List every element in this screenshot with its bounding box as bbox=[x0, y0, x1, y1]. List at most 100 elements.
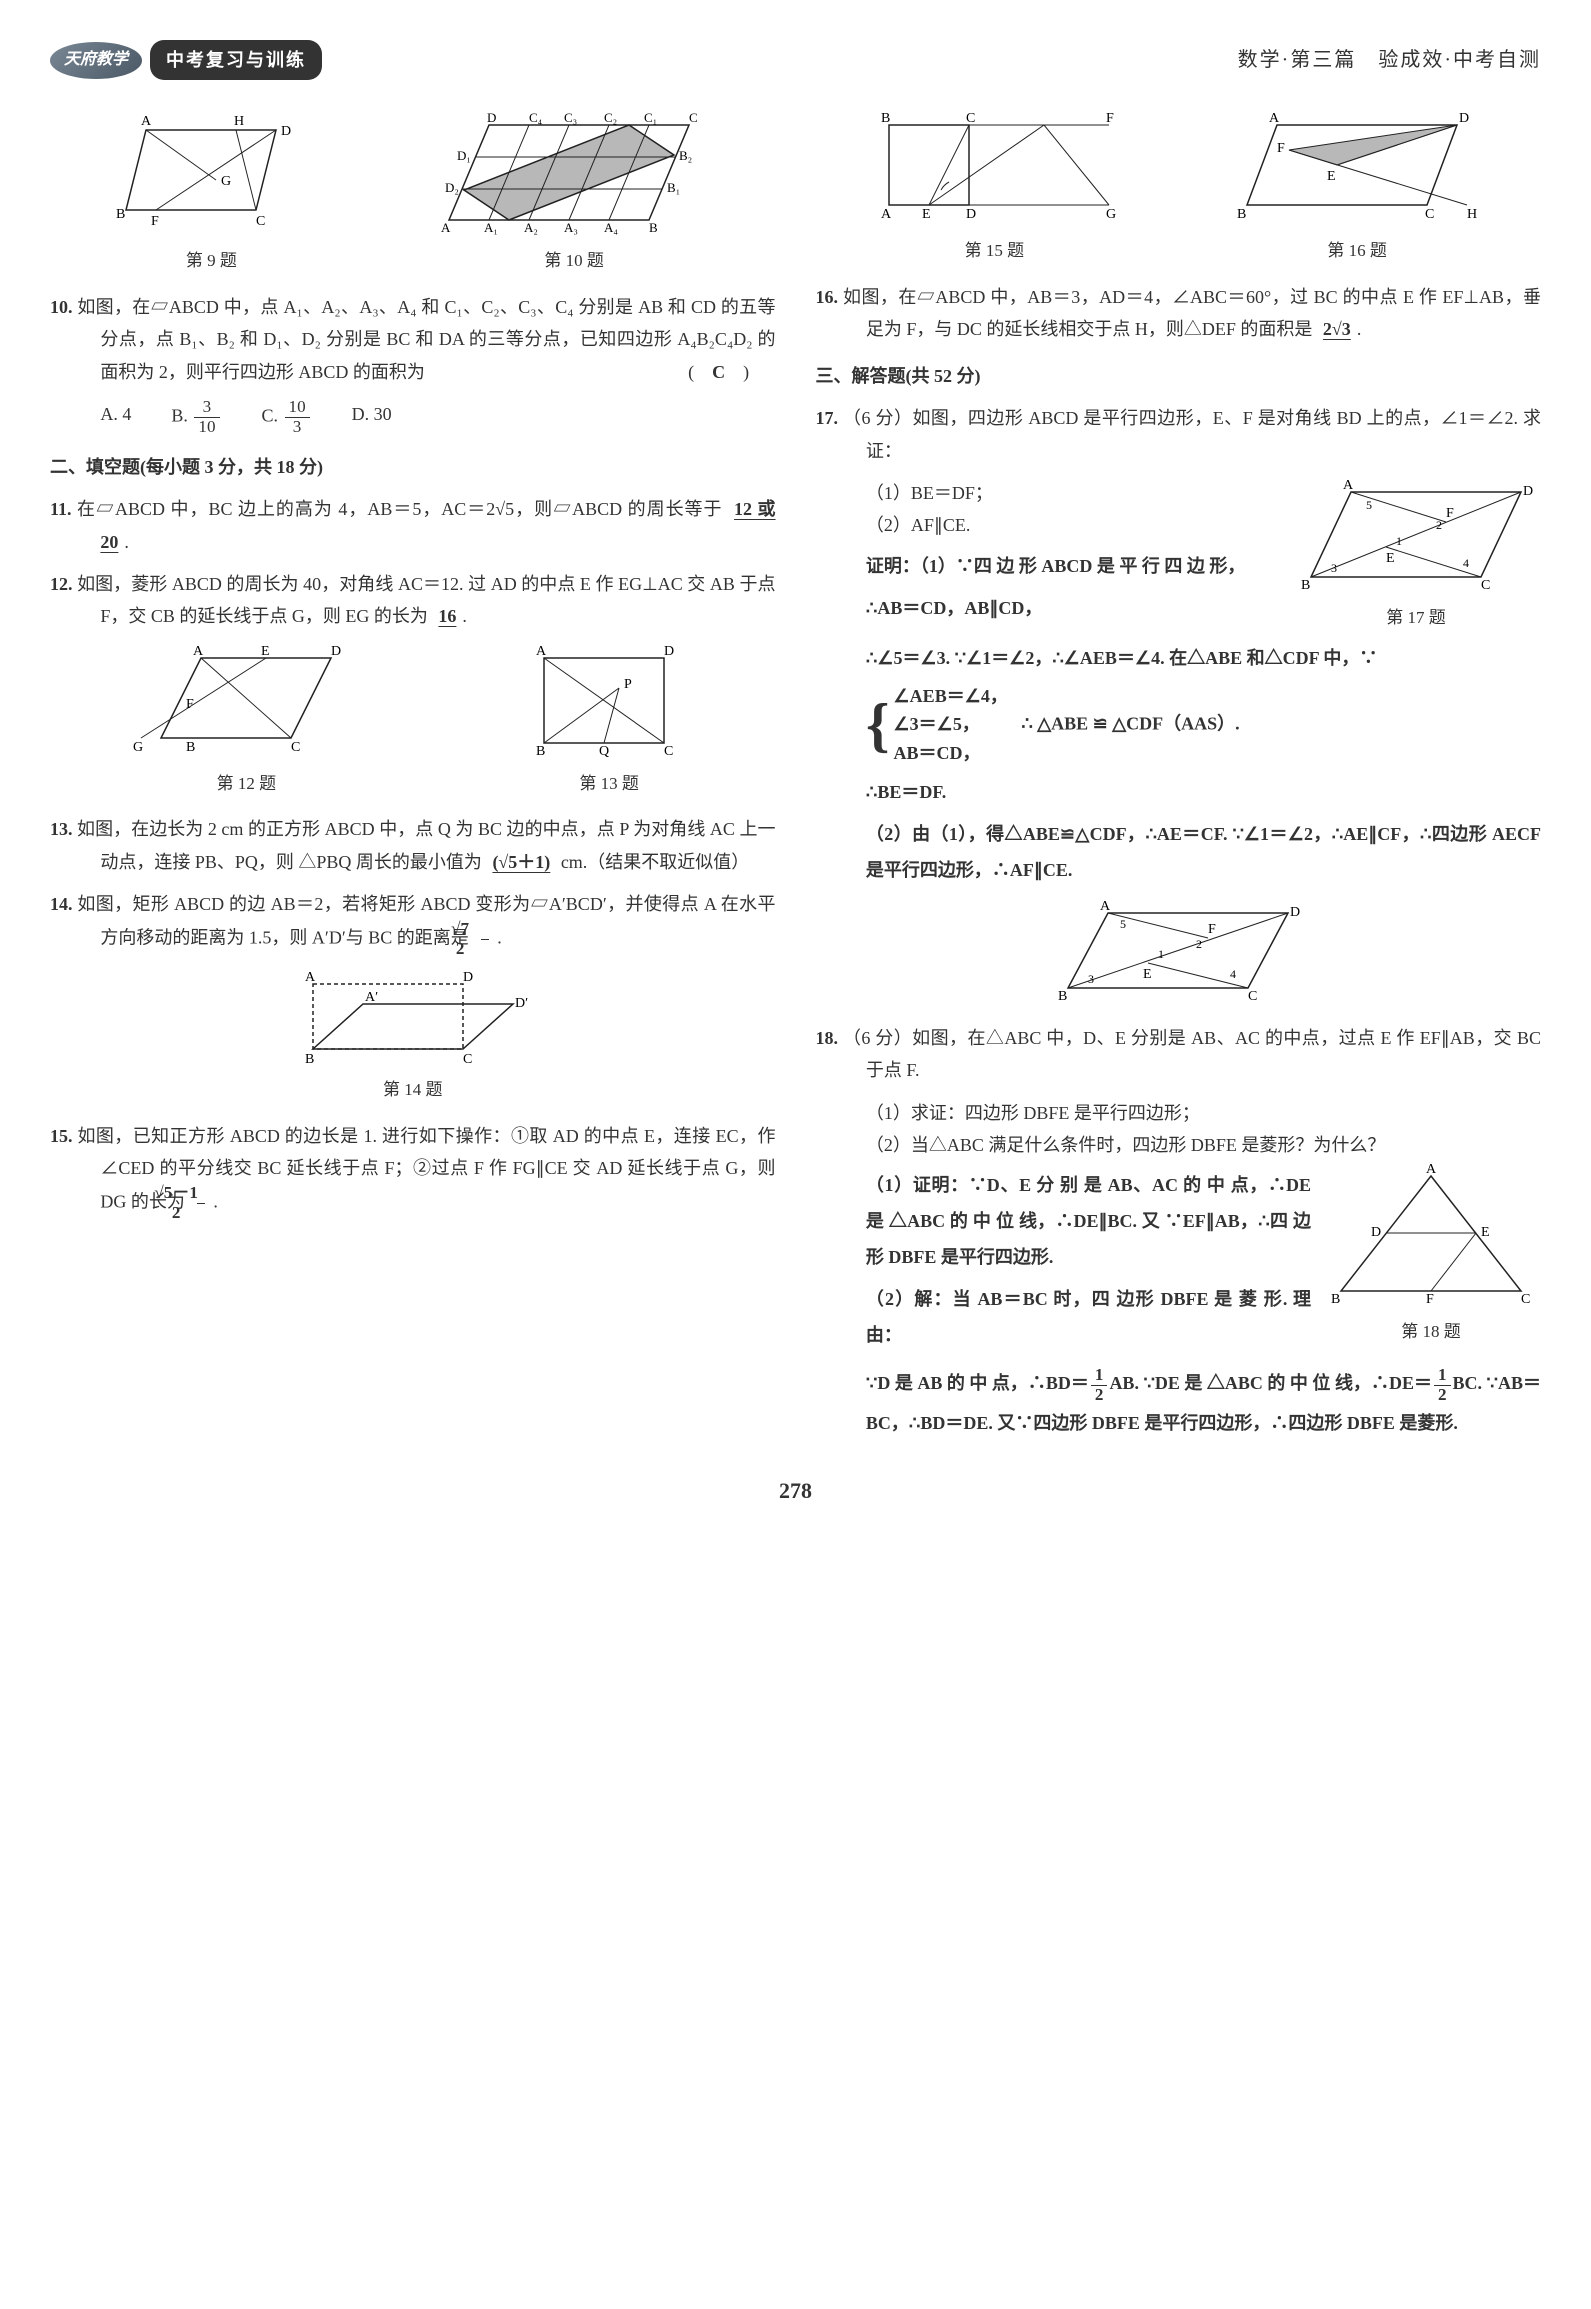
q12-text: 如图，菱形 ABCD 的周长为 40，对角线 AC＝12. 过 AD 的中点 E… bbox=[77, 574, 775, 626]
q14-text: 如图，矩形 ABCD 的边 AB＝2，若将矩形 ABCD 变形为▱A′BCD′，… bbox=[77, 894, 775, 948]
svg-text:A: A bbox=[141, 114, 152, 129]
diagram-12: AED F GBC bbox=[131, 643, 361, 763]
svg-text:E: E bbox=[1481, 1225, 1490, 1240]
q18-proof2: ∵D 是 AB 的 中 点，∴BD＝12AB. ∵DE 是 △ABC 的 中 位… bbox=[866, 1365, 1541, 1440]
svg-text:B₁: B₁ bbox=[667, 180, 680, 195]
figure-13-caption: 第 13 题 bbox=[524, 769, 694, 800]
svg-text:D: D bbox=[1371, 1225, 1381, 1240]
svg-text:A: A bbox=[536, 644, 547, 659]
svg-text:B: B bbox=[881, 111, 890, 126]
svg-text:1: 1 bbox=[1396, 534, 1402, 548]
svg-text:2: 2 bbox=[1196, 937, 1202, 951]
svg-text:C: C bbox=[291, 740, 300, 755]
figure-17b: AD BC EF 53 12 4 bbox=[1038, 898, 1318, 1008]
svg-text:A: A bbox=[1343, 478, 1354, 493]
svg-text:2: 2 bbox=[1436, 518, 1442, 532]
svg-text:D: D bbox=[487, 110, 496, 125]
q10-num: 10. bbox=[50, 297, 73, 317]
svg-text:C: C bbox=[1481, 578, 1490, 593]
q17-brace: { ∠AEB＝∠4， ∠3＝∠5， AB＝CD， ∴ △ABE ≌ △CDF（A… bbox=[866, 682, 1541, 768]
svg-text:B: B bbox=[116, 207, 125, 222]
figure-10: DC₄C₃ C₂C₁C AA₁A₂ A₃A₄B D₁D₂ B₂B₁ 第 10 题 bbox=[429, 110, 719, 277]
q17-proof2: （2）由（1），得△ABE≌△CDF，∴AE＝CF. ∵∠1＝∠2，∴AE∥CF… bbox=[866, 816, 1541, 888]
svg-text:D: D bbox=[331, 644, 341, 659]
svg-text:E: E bbox=[261, 644, 270, 659]
svg-text:E: E bbox=[1143, 967, 1152, 982]
q17-proof1d: ∴BE＝DF. bbox=[866, 774, 1541, 810]
diagram-18: A DE BFC bbox=[1321, 1161, 1541, 1311]
svg-text:1: 1 bbox=[1158, 947, 1164, 961]
svg-text:C₄: C₄ bbox=[529, 110, 543, 125]
svg-text:D: D bbox=[1523, 484, 1533, 499]
figure-13: AD BQC P 第 13 题 bbox=[524, 643, 694, 800]
svg-text:G: G bbox=[1106, 207, 1116, 222]
figure-16: AD FE BCH 第 16 题 bbox=[1227, 110, 1487, 267]
figure-14: AD A′D′ BC 第 14 题 bbox=[283, 969, 543, 1106]
q11-text: 在▱ABCD 中，BC 边上的高为 4，AB＝5，AC＝2√5，则▱ABCD 的… bbox=[77, 499, 723, 519]
header-subject: 数学·第三篇 验成效·中考自测 bbox=[1238, 42, 1541, 78]
q11-num: 11. bbox=[50, 499, 72, 519]
q15-answer: √5－12 bbox=[189, 1192, 213, 1212]
svg-text:F: F bbox=[1106, 111, 1114, 126]
q10-answer: C bbox=[712, 362, 725, 382]
svg-text:C: C bbox=[1521, 1292, 1530, 1307]
svg-text:E: E bbox=[1386, 551, 1395, 566]
q12-num: 12. bbox=[50, 574, 73, 594]
svg-text:B: B bbox=[305, 1052, 314, 1067]
q17-text: （6 分）如图，四边形 ABCD 是平行四边形，E、F 是对角线 BD 上的点，… bbox=[843, 408, 1541, 460]
choice-b: B. 310 bbox=[171, 398, 221, 437]
svg-text:F: F bbox=[1446, 506, 1454, 521]
figure-row-9-10: A H D B F C G 第 9 题 D C₄ C₃ bbox=[50, 110, 776, 277]
svg-text:A: A bbox=[881, 207, 892, 222]
svg-text:B: B bbox=[1331, 1292, 1340, 1307]
logo-brand: 天府教学 bbox=[50, 42, 142, 79]
choice-c: C. 103 bbox=[262, 398, 312, 437]
svg-text:H: H bbox=[1467, 207, 1477, 222]
figure-15-caption: 第 15 题 bbox=[869, 236, 1119, 267]
figure-9-caption: 第 9 题 bbox=[106, 246, 316, 277]
svg-text:F: F bbox=[186, 697, 194, 712]
q18-sub1: （1）求证：四边形 DBFE 是平行四边形； bbox=[816, 1097, 1542, 1129]
figure-12-caption: 第 12 题 bbox=[131, 769, 361, 800]
figure-row-14: AD A′D′ BC 第 14 题 bbox=[50, 969, 776, 1106]
svg-text:4: 4 bbox=[1463, 556, 1469, 570]
svg-text:C: C bbox=[1425, 207, 1434, 222]
svg-text:3: 3 bbox=[1088, 972, 1094, 986]
svg-text:D₁: D₁ bbox=[457, 148, 471, 163]
svg-text:B: B bbox=[186, 740, 195, 755]
figure-row-12-13: AED F GBC 第 12 题 AD BQC P 第 13 题 bbox=[50, 643, 776, 800]
svg-text:C₃: C₃ bbox=[564, 110, 577, 125]
page-number: 278 bbox=[50, 1471, 1541, 1511]
q18-sub2: （2）当△ABC 满足什么条件时，四边形 DBFE 是菱形？为什么？ bbox=[816, 1129, 1542, 1161]
svg-text:3: 3 bbox=[1331, 561, 1337, 575]
q17-sub1: （1）BE＝DF； bbox=[816, 477, 1282, 509]
q16-answer: 2√3 bbox=[1317, 319, 1357, 339]
section-2-title: 二、填空题(每小题 3 分，共 18 分) bbox=[50, 451, 776, 483]
svg-text:C: C bbox=[689, 110, 698, 125]
figure-9: A H D B F C G 第 9 题 bbox=[106, 110, 316, 277]
svg-text:D: D bbox=[664, 644, 674, 659]
svg-text:Q: Q bbox=[599, 744, 609, 759]
svg-text:C: C bbox=[966, 111, 975, 126]
diagram-10: DC₄C₃ C₂C₁C AA₁A₂ A₃A₄B D₁D₂ B₂B₁ bbox=[429, 110, 719, 240]
svg-text:D₂: D₂ bbox=[445, 180, 459, 195]
svg-text:B: B bbox=[1301, 578, 1310, 593]
q17-proof1b: ∴AB＝CD，AB∥CD， bbox=[866, 590, 1281, 626]
question-14: 14. 如图，矩形 ABCD 的边 AB＝2，若将矩形 ABCD 变形为▱A′B… bbox=[50, 888, 776, 959]
figure-17-caption: 第 17 题 bbox=[1291, 603, 1541, 634]
svg-text:G: G bbox=[133, 740, 143, 755]
svg-text:C: C bbox=[463, 1052, 472, 1067]
svg-text:5: 5 bbox=[1120, 917, 1126, 931]
svg-text:B: B bbox=[649, 220, 658, 235]
page-header: 天府教学 中考复习与训练 数学·第三篇 验成效·中考自测 bbox=[50, 40, 1541, 80]
q17-sub2: （2）AF∥CE. bbox=[816, 509, 1282, 541]
left-column: A H D B F C G 第 9 题 D C₄ C₃ bbox=[50, 100, 776, 1446]
svg-text:A₃: A₃ bbox=[564, 220, 578, 235]
diagram-17: AD BC EF 12 53 4 bbox=[1291, 477, 1541, 597]
svg-text:A₂: A₂ bbox=[524, 220, 538, 235]
figure-10-caption: 第 10 题 bbox=[429, 246, 719, 277]
svg-text:B₂: B₂ bbox=[679, 148, 692, 163]
svg-text:B: B bbox=[536, 744, 545, 759]
svg-text:A: A bbox=[1269, 111, 1280, 126]
svg-text:G: G bbox=[221, 174, 231, 189]
